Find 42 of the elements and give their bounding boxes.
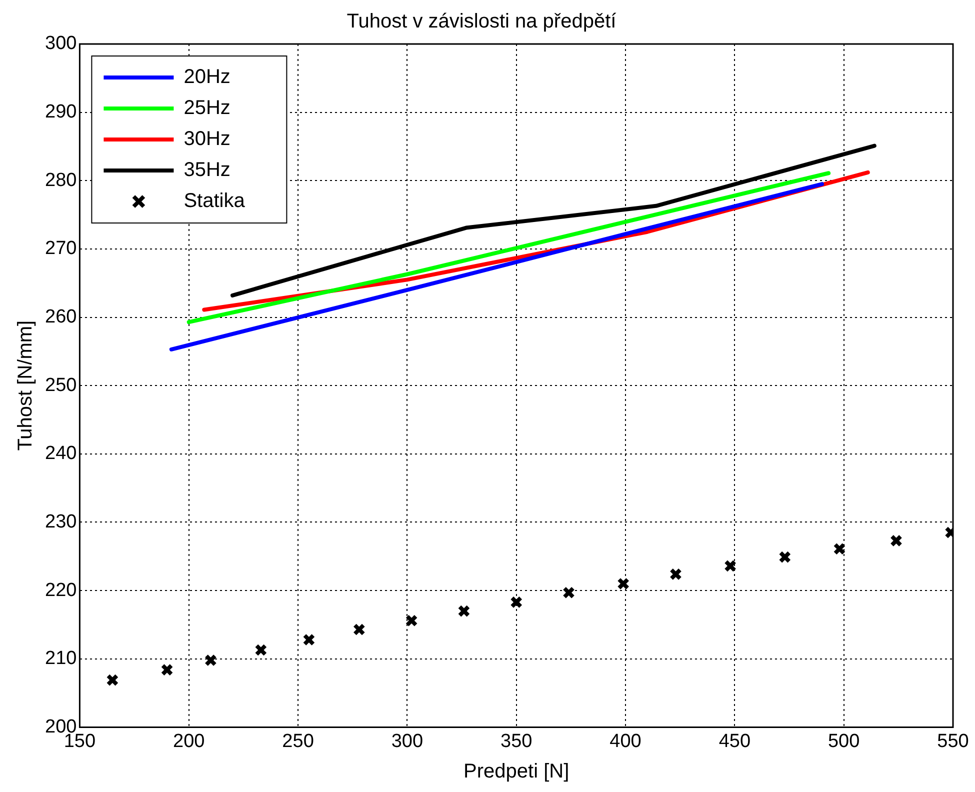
legend-label: Statika [184,190,246,212]
point [302,634,316,646]
legend-label: 25Hz [184,97,230,120]
point [669,568,682,580]
x-axis-title: Predpeti [N] [464,760,570,783]
y-axis-title: Tuhost [N/mm] [14,320,37,451]
x-tick-label: 550 [937,730,969,752]
point [106,674,119,686]
x-tick-label: 200 [173,730,205,752]
point [254,644,268,656]
point [562,586,575,599]
x-tick-label: 400 [610,730,642,752]
point [833,542,846,556]
y-tick-label: 260 [45,306,77,328]
legend-label: 20Hz [184,66,230,88]
x-tick-label: 450 [718,730,751,752]
point [160,664,174,676]
x-tick-label: 250 [282,730,314,752]
point [405,614,418,627]
y-tick-label: 220 [45,580,77,601]
point [458,604,470,618]
x-tick-label: 350 [500,730,532,752]
point [890,534,902,547]
legend-label: 30Hz [184,128,230,150]
point [352,623,366,636]
y-tick-label: 210 [45,648,77,670]
y-tick-label: 270 [45,238,77,260]
point [724,560,737,572]
legend-label: 35Hz [184,159,230,182]
y-tick-label: 290 [45,102,77,123]
chart-title: Tuhost v závislosti na předpětí [346,10,617,33]
y-tick-label: 280 [45,170,77,191]
y-tick-label: 240 [45,443,77,464]
x-tick-label: 500 [828,730,860,752]
point [778,550,792,564]
y-tick-label: 300 [45,33,77,54]
y-tick-label: 230 [45,511,77,532]
point [617,577,630,590]
y-tick-label: 250 [45,374,77,396]
x-tick-label: 300 [391,730,424,752]
point [204,654,217,666]
point [510,596,523,608]
